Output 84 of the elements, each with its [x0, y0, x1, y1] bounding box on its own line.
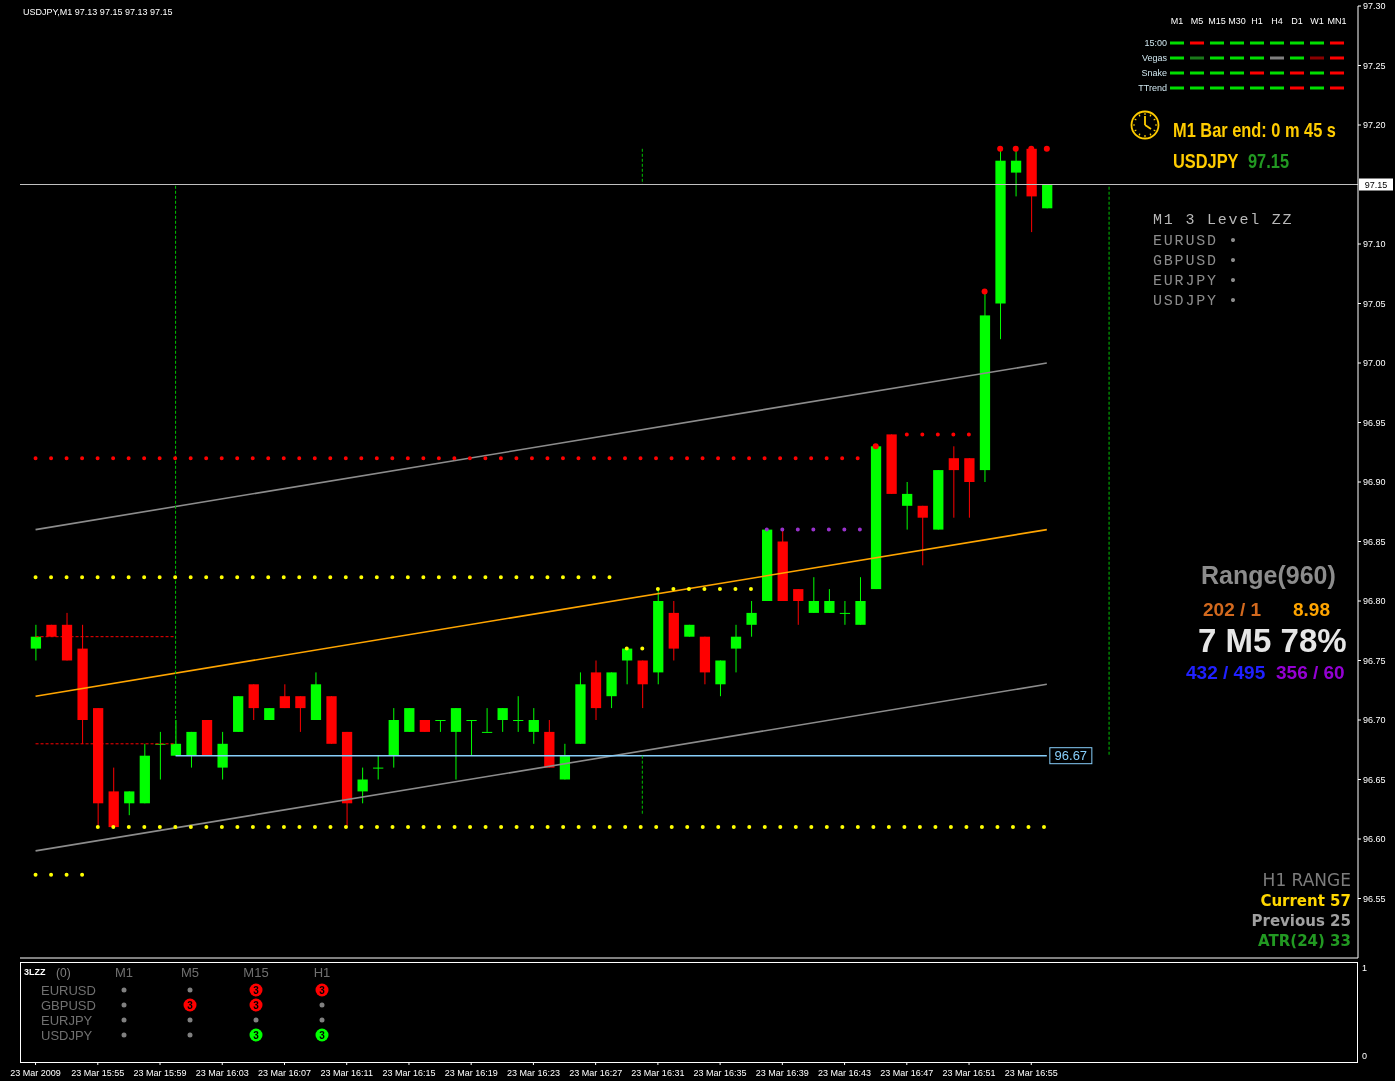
chart-title: USDJPY,M1 97.13 97.15 97.13 97.15	[23, 7, 173, 17]
x-tick-label: 23 Mar 16:07	[257, 1068, 312, 1078]
x-tick-label: 23 Mar 16:23	[506, 1068, 560, 1078]
annotation: USDJPY	[1173, 149, 1239, 173]
y-tick-label: 97.30	[1363, 1, 1386, 12]
text: (0)	[56, 966, 71, 980]
annotation: M1 3 Level ZZ	[1153, 212, 1294, 230]
y-tick-label: 96.55	[1363, 893, 1386, 904]
category-label: M15	[1208, 16, 1226, 26]
x-tick-label: 23 Mar 16:19	[444, 1068, 498, 1078]
category-label: M5	[1190, 16, 1204, 26]
y-tick-label: 96.80	[1363, 596, 1386, 607]
annotation: 8.98	[1293, 599, 1330, 621]
annotation: Range(960)	[1201, 561, 1336, 590]
y-tick-label: 97.05	[1363, 298, 1386, 309]
annotation: 432 / 495	[1186, 662, 1266, 684]
annotation: 356 / 60	[1276, 662, 1345, 684]
text: 3	[319, 984, 325, 996]
y-tick-label: 97.25	[1363, 60, 1386, 71]
category-label: Snake	[1141, 68, 1167, 78]
y-tick-label: 97.00	[1363, 358, 1386, 369]
annotation: GBPUSD •	[1153, 253, 1240, 271]
y-tick-label: 96.95	[1363, 417, 1386, 428]
annotation: Previous 25	[1251, 912, 1351, 930]
y-tick-label: 96.60	[1363, 834, 1386, 845]
x-tick-label: 23 Mar 16:15	[382, 1068, 436, 1078]
x-tick-label: 23 Mar 15:55	[71, 1068, 125, 1078]
x-tick-label: 23 Mar 16:31	[631, 1068, 685, 1078]
category-label: H4	[1271, 16, 1283, 26]
annotation: Current 57	[1260, 892, 1351, 910]
text: 0	[1362, 1051, 1368, 1061]
y-tick-label: 96.65	[1363, 774, 1386, 785]
x-tick-label: 23 Mar 16:43	[818, 1068, 872, 1078]
annotation: ATR(24) 33	[1258, 932, 1351, 950]
annotation: 97.15	[1248, 149, 1289, 173]
text: 3	[253, 1029, 259, 1041]
category-label: 15:00	[1144, 38, 1167, 48]
x-tick-label: 23 Mar 16:51	[942, 1068, 996, 1078]
ref-line-label: 97.15	[1364, 180, 1388, 190]
category-label: M1	[114, 965, 134, 980]
category-label: M30	[1228, 16, 1246, 26]
category-label: GBPUSD	[41, 998, 96, 1013]
y-tick-label: 96.90	[1363, 477, 1386, 488]
category-label: USDJPY	[41, 1028, 93, 1043]
category-label: M5	[180, 965, 200, 980]
y-tick-label: 96.75	[1363, 655, 1386, 666]
category-label: M1	[1170, 16, 1184, 26]
annotation: USDJPY •	[1153, 293, 1240, 311]
y-tick-label: 96.85	[1363, 536, 1386, 547]
annotation: EURJPY •	[1153, 273, 1240, 291]
x-tick-label: 23 Mar 16:35	[693, 1068, 747, 1078]
annotation: M1 Bar end: 0 m 45 s	[1173, 118, 1336, 142]
x-tick-label: 23 Mar 2009	[10, 1068, 61, 1078]
y-tick-label: 97.20	[1363, 120, 1386, 131]
x-tick-label: 23 Mar 16:47	[880, 1068, 934, 1078]
text: 3	[253, 999, 259, 1011]
annotation: 202 / 1	[1203, 599, 1262, 621]
x-tick-label: 23 Mar 16:11	[320, 1068, 373, 1078]
x-tick-label: 23 Mar 15:59	[133, 1068, 187, 1078]
category-label: EURUSD	[41, 983, 96, 998]
y-tick-label: 97.10	[1363, 239, 1386, 250]
category-label: Vegas	[1141, 53, 1167, 63]
category-label: H1	[313, 965, 331, 980]
text: 3	[253, 984, 259, 996]
annotation: H1 RANGE	[1262, 870, 1351, 890]
category-label: TTrend	[1138, 83, 1167, 93]
text: 3	[319, 1029, 325, 1041]
x-tick-label: 23 Mar 16:27	[569, 1068, 623, 1078]
annotation: EURUSD •	[1153, 233, 1240, 251]
category-label: W1	[1310, 16, 1324, 26]
text: 3	[187, 999, 193, 1011]
category-label: H1	[1251, 16, 1263, 26]
x-tick-label: 23 Mar 16:39	[755, 1068, 809, 1078]
annotation: 7 M5 78%	[1198, 622, 1347, 660]
category-label: D1	[1291, 16, 1303, 26]
x-tick-label: 23 Mar 16:03	[195, 1068, 249, 1078]
series-label: 96.67	[1054, 748, 1088, 764]
category-label: M15	[243, 965, 269, 980]
category-label: MN1	[1327, 16, 1347, 26]
x-tick-label: 23 Mar 16:55	[1004, 1068, 1058, 1078]
text: 1	[1362, 963, 1368, 973]
y-tick-label: 96.70	[1363, 715, 1386, 726]
text: 3LZZ	[24, 967, 46, 977]
category-label: EURJPY	[41, 1013, 93, 1028]
